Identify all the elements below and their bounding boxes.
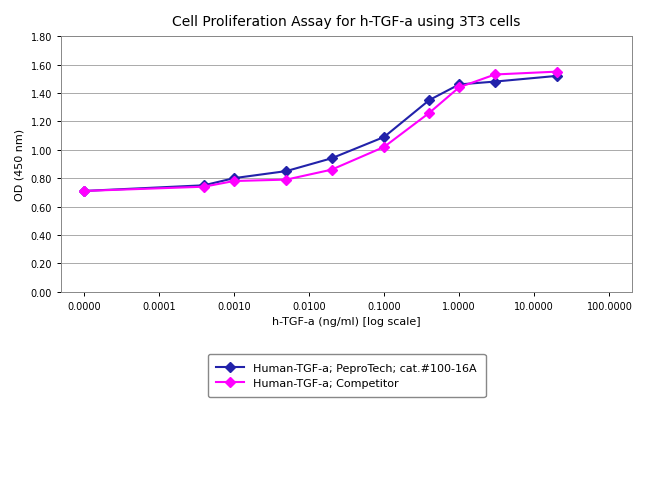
Human-TGF-a; PeproTech; cat.#100-16A [230,176,238,182]
Human-TGF-a; Competitor [230,179,238,185]
Y-axis label: OD (450 nm): OD (450 nm) [15,129,25,200]
Human-TGF-a; PeproTech; cat.#100-16A [328,156,335,162]
Human-TGF-a; PeproTech; cat.#100-16A [200,183,208,189]
Human-TGF-a; PeproTech; cat.#100-16A [491,79,499,85]
Human-TGF-a; Competitor [380,145,388,151]
Human-TGF-a; PeproTech; cat.#100-16A [455,82,463,88]
X-axis label: h-TGF-a (ng/ml) [log scale]: h-TGF-a (ng/ml) [log scale] [272,317,421,327]
Human-TGF-a; Competitor [425,111,433,117]
Human-TGF-a; Competitor [283,177,291,183]
Human-TGF-a; Competitor [328,167,335,173]
Line: Human-TGF-a; Competitor: Human-TGF-a; Competitor [80,69,560,195]
Human-TGF-a; PeproTech; cat.#100-16A [553,74,561,80]
Human-TGF-a; Competitor [553,70,561,76]
Human-TGF-a; PeproTech; cat.#100-16A [425,98,433,104]
Human-TGF-a; Competitor [200,184,208,190]
Title: Cell Proliferation Assay for h-TGF-a using 3T3 cells: Cell Proliferation Assay for h-TGF-a usi… [172,15,521,29]
Human-TGF-a; PeproTech; cat.#100-16A [380,135,388,141]
Human-TGF-a; Competitor [491,72,499,78]
Line: Human-TGF-a; PeproTech; cat.#100-16A: Human-TGF-a; PeproTech; cat.#100-16A [80,73,560,195]
Human-TGF-a; Competitor [455,85,463,91]
Human-TGF-a; PeproTech; cat.#100-16A [80,188,88,194]
Human-TGF-a; PeproTech; cat.#100-16A [283,169,291,175]
Human-TGF-a; Competitor [80,188,88,194]
Legend: Human-TGF-a; PeproTech; cat.#100-16A, Human-TGF-a; Competitor: Human-TGF-a; PeproTech; cat.#100-16A, Hu… [207,354,486,397]
